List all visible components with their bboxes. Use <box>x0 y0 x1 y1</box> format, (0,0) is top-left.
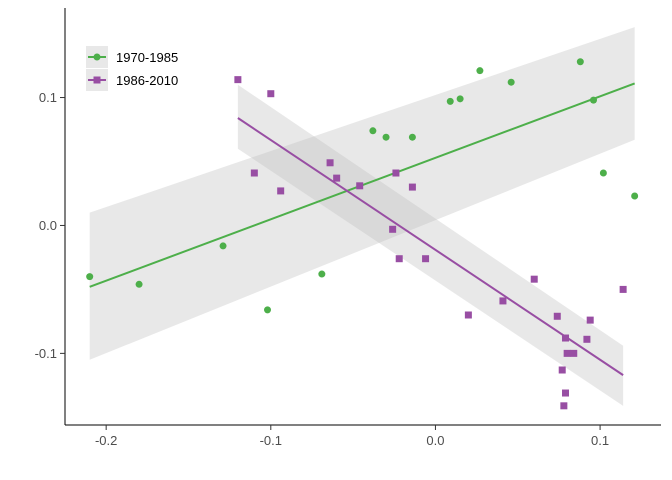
point-1-1 <box>250 169 258 177</box>
x-tick-label-0: -0.2 <box>95 433 117 448</box>
confidence-bands <box>89 27 635 406</box>
point-1-24 <box>619 285 627 293</box>
point-0-3 <box>264 306 272 314</box>
legend-label-1: 1986-2010 <box>116 73 178 88</box>
point-1-5 <box>333 174 341 182</box>
point-1-8 <box>392 169 400 177</box>
point-1-15 <box>553 312 561 320</box>
point-1-19 <box>560 402 568 410</box>
confidence-band-1 <box>237 84 624 406</box>
point-1-16 <box>558 366 566 374</box>
point-1-12 <box>464 311 472 319</box>
legend: 1970-1985 1986-2010 <box>86 46 178 91</box>
point-0-7 <box>408 133 416 141</box>
point-0-5 <box>369 127 377 135</box>
point-1-23 <box>586 316 594 324</box>
point-1-6 <box>356 182 364 190</box>
y-tick-label-1: 0.0 <box>39 218 57 233</box>
point-1-17 <box>562 334 570 342</box>
point-1-7 <box>389 225 397 233</box>
point-0-15 <box>631 192 639 200</box>
point-1-9 <box>395 255 403 263</box>
point-0-2 <box>219 242 227 250</box>
point-1-10 <box>408 183 416 191</box>
point-1-22 <box>583 335 591 343</box>
x-tick-label-1: -0.1 <box>260 433 282 448</box>
fit-line-1 <box>237 117 624 376</box>
point-0-13 <box>589 96 597 104</box>
y-tick-label-0: -0.1 <box>35 346 57 361</box>
point-1-14 <box>530 275 538 283</box>
point-0-4 <box>318 270 326 278</box>
point-0-0 <box>86 273 94 281</box>
point-0-12 <box>576 58 584 66</box>
point-1-11 <box>422 255 430 263</box>
point-1-20 <box>563 349 571 357</box>
point-0-14 <box>599 169 607 177</box>
point-0-9 <box>456 95 464 103</box>
x-tick-label-3: 0.1 <box>591 433 609 448</box>
legend-label-0: 1970-1985 <box>116 50 178 65</box>
point-0-6 <box>382 133 390 141</box>
point-1-4 <box>326 159 334 167</box>
point-1-3 <box>277 187 285 195</box>
y-tick-label-2: 0.1 <box>39 90 57 105</box>
point-1-0 <box>234 76 242 84</box>
point-0-1 <box>135 280 143 288</box>
point-0-10 <box>476 67 484 75</box>
point-0-8 <box>446 97 454 105</box>
point-1-2 <box>267 90 275 98</box>
confidence-band-0 <box>89 27 635 360</box>
data-points <box>86 58 639 410</box>
point-0-11 <box>507 78 515 86</box>
legend-key-marker-1 <box>93 76 101 84</box>
axes: -0.2 -0.1 0.0 0.1 -0.1 0.0 0.1 <box>35 8 661 448</box>
point-1-21 <box>570 349 578 357</box>
point-1-18 <box>562 389 570 397</box>
legend-key-marker-0 <box>93 53 101 61</box>
point-1-13 <box>499 297 507 305</box>
x-tick-label-2: 0.0 <box>426 433 444 448</box>
